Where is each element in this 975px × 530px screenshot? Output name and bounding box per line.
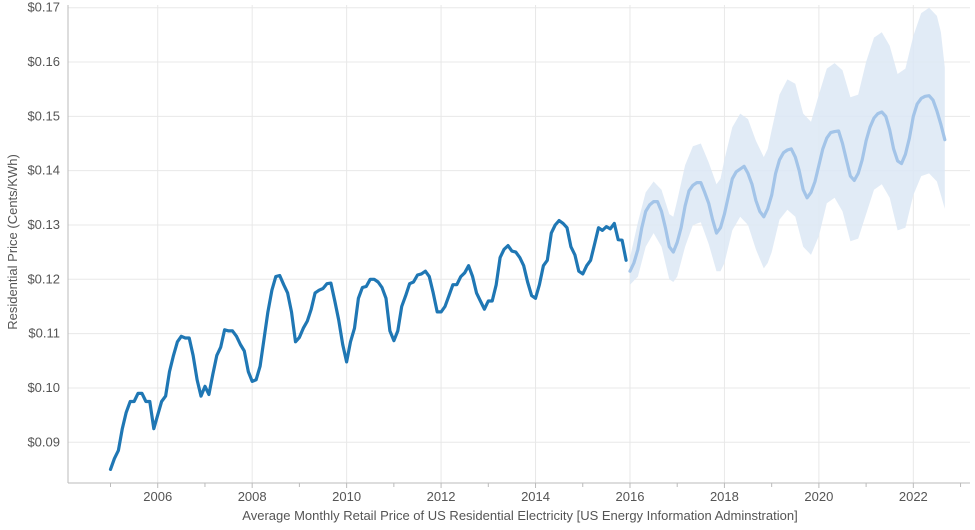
x-tick-label: 2022 (899, 489, 928, 504)
y-tick-label: $0.16 (27, 54, 60, 69)
x-tick-label: 2020 (804, 489, 833, 504)
y-tick-label: $0.17 (27, 0, 60, 15)
axis-layer: $0.09 $0.10 $0.11 $0.12 $0.13 $0.14 $0.15 $0.16… (27, 0, 970, 504)
x-tick-label: 2012 (427, 489, 456, 504)
y-tick-label: $0.15 (27, 108, 60, 123)
forecast-price-line (628, 94, 947, 273)
grid-layer (68, 5, 970, 483)
x-tick-label: 2010 (332, 489, 361, 504)
x-tick-label: 2018 (710, 489, 739, 504)
y-tick-label: $0.10 (27, 380, 60, 395)
x-tick-label: 2006 (143, 489, 172, 504)
x-tick-label: 2014 (521, 489, 550, 504)
x-tick-label: 2016 (616, 489, 645, 504)
forecast-band-layer (630, 7, 945, 285)
x-tick-label: 2008 (238, 489, 267, 504)
y-tick-label: $0.12 (27, 271, 60, 286)
y-axis-title: Residential Price (Cents/KWh) (5, 154, 20, 330)
forecast-interval-band (630, 7, 945, 285)
y-tick-label: $0.14 (27, 163, 60, 178)
actual-price-line (108, 219, 628, 471)
y-tick-label: $0.13 (27, 217, 60, 232)
y-tick-label: $0.11 (28, 326, 60, 341)
series-layer (108, 94, 947, 471)
y-tick-label: $0.09 (27, 434, 60, 449)
x-axis-title: Average Monthly Retail Price of US Resid… (242, 508, 797, 523)
